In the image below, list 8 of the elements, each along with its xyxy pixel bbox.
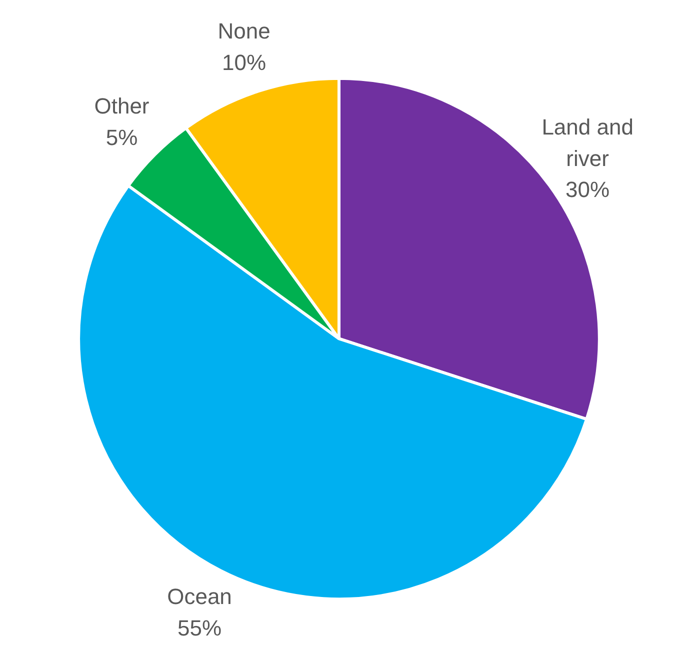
data-label: 30% xyxy=(566,177,610,202)
data-label: 55% xyxy=(177,615,222,640)
slice-label: Other xyxy=(94,94,150,119)
data-label: 10% xyxy=(222,50,266,75)
slice-label: None xyxy=(218,18,270,44)
data-label: 5% xyxy=(106,124,138,150)
slice-label: Ocean xyxy=(167,584,232,610)
slice-label: Land and river xyxy=(542,114,634,171)
